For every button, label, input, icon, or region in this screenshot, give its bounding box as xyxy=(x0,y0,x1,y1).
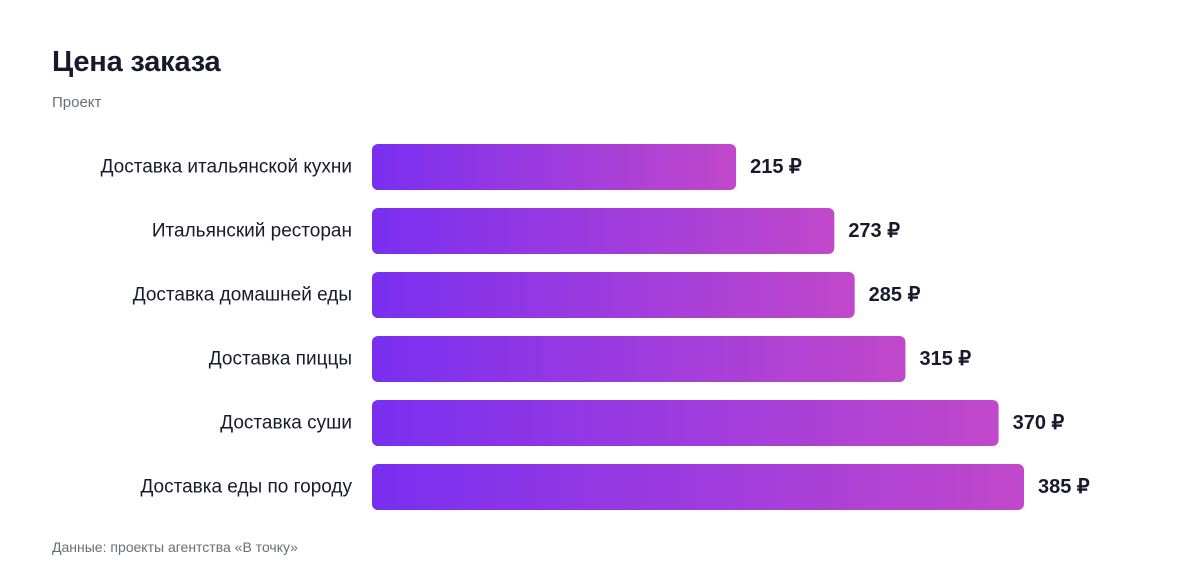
category-label: Итальянский ресторан xyxy=(152,221,352,242)
source-note: Данные: проекты агентства «В точку» xyxy=(52,539,298,555)
chart-title: Цена заказа xyxy=(52,46,221,78)
bar xyxy=(372,208,835,254)
category-label: Доставка еды по городу xyxy=(140,477,352,498)
bars-group: Доставка итальянской кухни 215 ₽ Итальянск… xyxy=(101,144,1090,510)
value-label: 315 ₽ xyxy=(919,348,971,370)
value-label: 370 ₽ xyxy=(1013,412,1065,434)
chart-subtitle: Проект xyxy=(52,94,102,111)
category-label: Доставка суши xyxy=(220,413,352,434)
value-label: 385 ₽ xyxy=(1038,476,1090,498)
category-label: Доставка итальянской кухни xyxy=(101,157,352,178)
bar xyxy=(372,400,999,446)
value-label: 285 ₽ xyxy=(869,284,921,306)
value-label: 273 ₽ xyxy=(848,220,900,242)
bar xyxy=(372,144,737,190)
category-label: Доставка домашней еды xyxy=(133,285,352,306)
bar xyxy=(372,464,1024,510)
bar xyxy=(372,336,906,382)
category-label: Доставка пиццы xyxy=(209,349,352,370)
bar xyxy=(372,272,855,318)
value-label: 215 ₽ xyxy=(750,156,802,178)
